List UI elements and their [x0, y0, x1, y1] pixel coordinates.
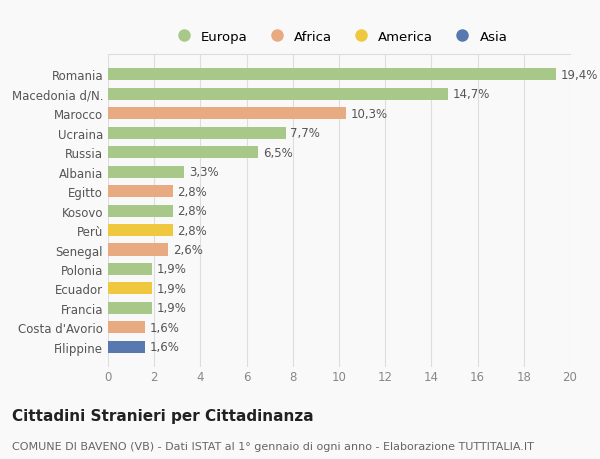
Bar	[108, 128, 286, 140]
Text: 3,3%: 3,3%	[189, 166, 218, 179]
Text: 1,9%: 1,9%	[157, 263, 187, 276]
Bar	[108, 283, 152, 295]
Bar	[108, 89, 448, 101]
Text: 2,8%: 2,8%	[178, 224, 207, 237]
Text: 19,4%: 19,4%	[561, 69, 598, 82]
Text: 2,8%: 2,8%	[178, 185, 207, 198]
Bar	[108, 166, 184, 179]
Bar	[108, 263, 152, 275]
Text: 1,9%: 1,9%	[157, 282, 187, 295]
Bar	[108, 205, 173, 217]
Text: 6,5%: 6,5%	[263, 146, 293, 159]
Text: 1,6%: 1,6%	[149, 321, 179, 334]
Bar	[108, 108, 346, 120]
Text: 7,7%: 7,7%	[290, 127, 320, 140]
Text: 14,7%: 14,7%	[452, 88, 490, 101]
Text: 10,3%: 10,3%	[350, 107, 388, 121]
Text: 1,6%: 1,6%	[149, 341, 179, 353]
Legend: Europa, Africa, America, Asia: Europa, Africa, America, Asia	[170, 30, 508, 44]
Text: 1,9%: 1,9%	[157, 302, 187, 315]
Bar	[108, 302, 152, 314]
Text: 2,8%: 2,8%	[178, 205, 207, 218]
Bar	[108, 322, 145, 334]
Bar	[108, 69, 556, 81]
Bar	[108, 186, 173, 198]
Bar	[108, 244, 168, 256]
Bar	[108, 224, 173, 236]
Bar	[108, 341, 145, 353]
Text: COMUNE DI BAVENO (VB) - Dati ISTAT al 1° gennaio di ogni anno - Elaborazione TUT: COMUNE DI BAVENO (VB) - Dati ISTAT al 1°…	[12, 441, 534, 451]
Bar	[108, 147, 258, 159]
Text: Cittadini Stranieri per Cittadinanza: Cittadini Stranieri per Cittadinanza	[12, 409, 314, 424]
Text: 2,6%: 2,6%	[173, 243, 203, 257]
